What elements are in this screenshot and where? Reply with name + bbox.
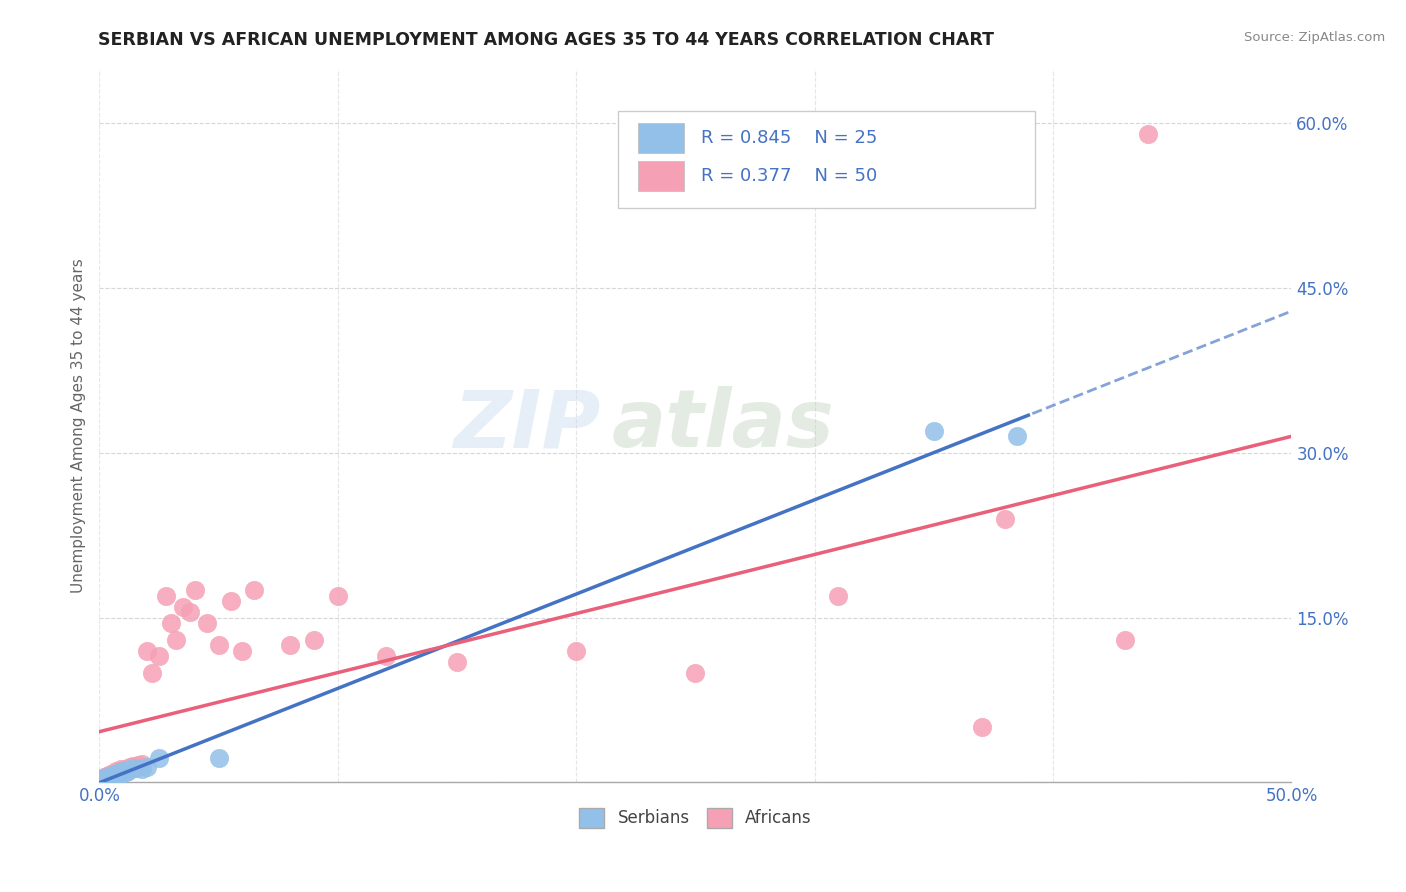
Point: [1137, 128, 1160, 142]
Point: [107, 769, 129, 783]
Point: [127, 757, 149, 772]
Point: [148, 648, 170, 663]
Point: [117, 764, 139, 779]
Point: [117, 761, 139, 775]
Point: [326, 589, 349, 603]
Point: [96, 770, 118, 784]
Point: [120, 762, 142, 776]
Point: [114, 762, 136, 776]
Point: [96, 769, 118, 783]
Point: [195, 616, 218, 631]
FancyBboxPatch shape: [638, 123, 683, 153]
Text: Source: ZipAtlas.com: Source: ZipAtlas.com: [1244, 31, 1385, 45]
Point: [565, 643, 588, 657]
Point: [1114, 632, 1136, 647]
Point: [93, 770, 115, 784]
FancyBboxPatch shape: [619, 112, 1035, 208]
Point: [98, 767, 121, 781]
Point: [110, 766, 132, 780]
Point: [100, 769, 122, 783]
Point: [184, 583, 207, 598]
Text: SERBIAN VS AFRICAN UNEMPLOYMENT AMONG AGES 35 TO 44 YEARS CORRELATION CHART: SERBIAN VS AFRICAN UNEMPLOYMENT AMONG AG…: [98, 31, 994, 49]
Point: [107, 765, 129, 780]
Point: [114, 765, 136, 780]
Point: [98, 770, 121, 784]
Point: [994, 512, 1017, 526]
Point: [90, 772, 112, 786]
Point: [110, 762, 132, 776]
Point: [231, 643, 253, 657]
Point: [112, 764, 135, 778]
Point: [105, 764, 128, 779]
Point: [136, 760, 159, 774]
Point: [112, 764, 135, 779]
Point: [208, 638, 231, 652]
Point: [685, 665, 707, 680]
Point: [93, 772, 115, 786]
Point: [100, 766, 122, 780]
Point: [155, 589, 177, 603]
Point: [219, 594, 242, 608]
Point: [148, 751, 170, 765]
Text: ZIP: ZIP: [453, 386, 600, 465]
Point: [105, 767, 128, 781]
Point: [124, 761, 146, 775]
Point: [302, 632, 325, 647]
Point: [208, 751, 231, 765]
Point: [179, 605, 201, 619]
Point: [129, 759, 152, 773]
Point: [98, 771, 121, 785]
Point: [100, 772, 122, 786]
Y-axis label: Unemployment Among Ages 35 to 44 years: Unemployment Among Ages 35 to 44 years: [72, 258, 86, 593]
Point: [124, 761, 146, 775]
Point: [243, 583, 266, 598]
Text: atlas: atlas: [612, 386, 835, 465]
Point: [160, 616, 183, 631]
Point: [93, 771, 115, 785]
Point: [103, 767, 125, 781]
Point: [136, 643, 159, 657]
Point: [103, 766, 125, 780]
Legend: Serbians, Africans: Serbians, Africans: [572, 801, 818, 835]
Point: [446, 655, 468, 669]
Point: [121, 759, 143, 773]
Text: R = 0.377    N = 50: R = 0.377 N = 50: [702, 167, 877, 185]
Point: [141, 665, 163, 680]
Point: [120, 760, 142, 774]
Point: [131, 756, 153, 771]
Point: [96, 771, 118, 785]
Point: [100, 769, 122, 783]
Point: [110, 764, 132, 779]
Text: R = 0.845    N = 25: R = 0.845 N = 25: [702, 128, 877, 147]
Point: [103, 770, 125, 784]
Point: [278, 638, 301, 652]
Point: [374, 648, 396, 663]
Point: [105, 766, 128, 780]
Point: [107, 765, 129, 780]
Point: [970, 721, 993, 735]
Point: [827, 589, 849, 603]
Point: [165, 632, 187, 647]
Point: [131, 762, 153, 776]
FancyBboxPatch shape: [638, 161, 683, 191]
Point: [90, 773, 112, 788]
Point: [922, 424, 945, 438]
Point: [1007, 429, 1029, 443]
Point: [93, 771, 115, 785]
Point: [172, 599, 194, 614]
Point: [96, 772, 118, 786]
